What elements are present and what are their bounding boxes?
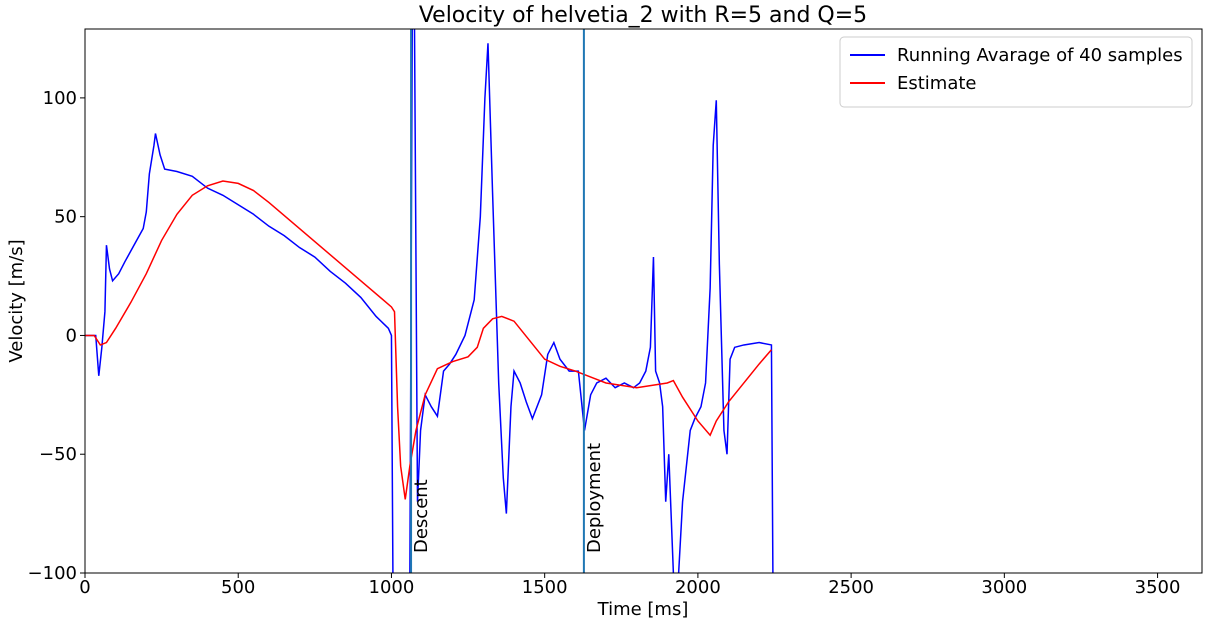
x-tick-label: 1000 bbox=[369, 577, 415, 598]
x-tick-label: 3000 bbox=[981, 577, 1027, 598]
legend-label: Running Avarage of 40 samples bbox=[897, 45, 1183, 66]
x-tick-label: 2500 bbox=[828, 577, 874, 598]
plot-area bbox=[85, 29, 774, 573]
legend-label: Estimate bbox=[897, 73, 977, 94]
event-label: Deployment bbox=[584, 443, 605, 553]
x-tick-label: 500 bbox=[221, 577, 255, 598]
y-tick-label: −50 bbox=[39, 444, 77, 465]
y-tick-label: 100 bbox=[43, 88, 77, 109]
data-line bbox=[85, 180, 773, 500]
data-line bbox=[85, 29, 774, 573]
event-label: Descent bbox=[411, 479, 432, 553]
x-tick-label: 0 bbox=[79, 577, 90, 598]
y-axis-label: Velocity [m/s] bbox=[6, 239, 27, 362]
x-tick-label: 1500 bbox=[522, 577, 568, 598]
chart-title: Velocity of helvetia_2 with R=5 and Q=5 bbox=[419, 3, 867, 28]
legend-box bbox=[839, 36, 1193, 108]
x-axis-label: Time [ms] bbox=[597, 599, 689, 620]
axes-frame bbox=[84, 28, 1203, 574]
y-tick-label: 50 bbox=[54, 207, 77, 228]
x-tick-label: 3500 bbox=[1135, 577, 1181, 598]
y-tick-label: −100 bbox=[28, 563, 77, 584]
y-tick-label: 0 bbox=[66, 325, 77, 346]
x-tick-label: 2000 bbox=[675, 577, 721, 598]
